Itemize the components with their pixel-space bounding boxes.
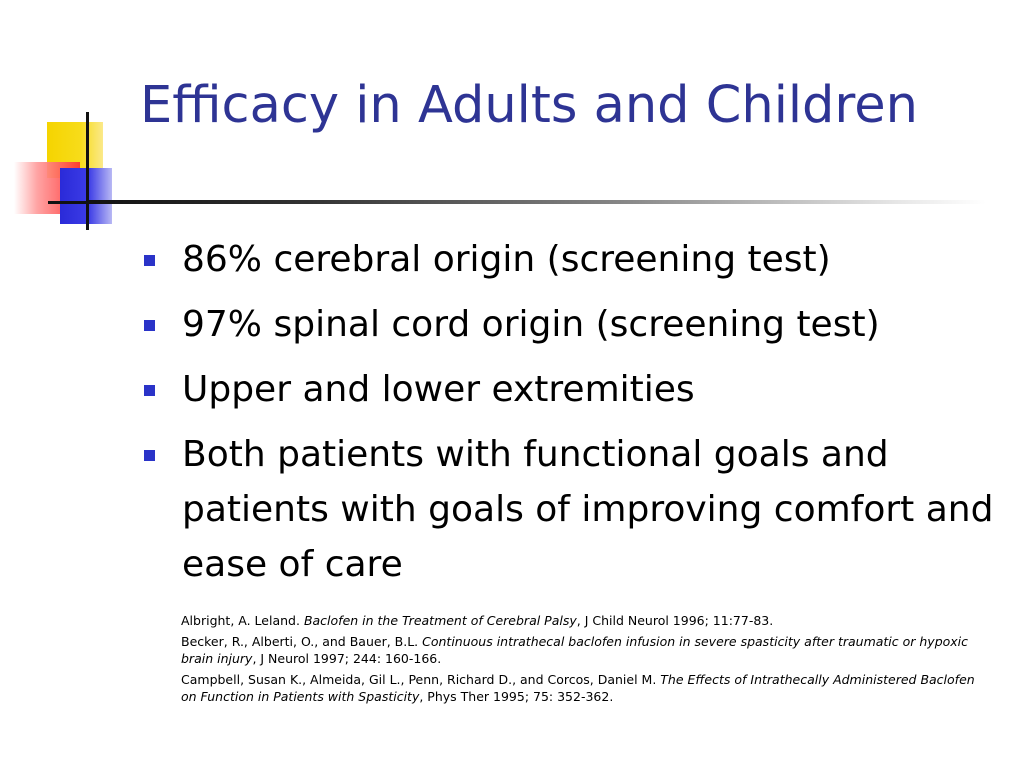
bullet-text: 86% cerebral origin (screening test)	[182, 239, 831, 280]
bullet-list: 86% cerebral origin (screening test) 97%…	[144, 232, 1004, 602]
logo-vertical-line	[86, 112, 89, 230]
reference-authors: Albright, A. Leland.	[181, 613, 304, 628]
reference-title: Baclofen in the Treatment of Cerebral Pa…	[303, 613, 577, 628]
bullet-text: Upper and lower extremities	[182, 369, 695, 410]
reference-item: Campbell, Susan K., Almeida, Gil L., Pen…	[181, 671, 991, 705]
slide-title: Efficacy in Adults and Children	[140, 76, 918, 135]
square-bullet-icon	[144, 255, 155, 266]
decorative-squares-logo	[0, 100, 160, 230]
bullet-text: 97% spinal cord origin (screening test)	[182, 304, 880, 345]
bullet-item: Upper and lower extremities	[144, 362, 1004, 417]
reference-source: , J Neurol 1997; 244: 160-166.	[252, 651, 442, 666]
reference-item: Becker, R., Alberti, O., and Bauer, B.L.…	[181, 633, 991, 667]
bullet-item: 97% spinal cord origin (screening test)	[144, 297, 1004, 352]
title-underline	[86, 200, 986, 204]
bullet-text: Both patients with functional goals and …	[182, 434, 994, 585]
reference-source: , Phys Ther 1995; 75: 352-362.	[419, 689, 614, 704]
square-bullet-icon	[144, 385, 155, 396]
reference-authors: Campbell, Susan K., Almeida, Gil L., Pen…	[181, 672, 661, 687]
square-bullet-icon	[144, 320, 155, 331]
bullet-item: Both patients with functional goals and …	[144, 427, 1004, 592]
logo-horizontal-line	[48, 201, 88, 204]
square-bullet-icon	[144, 450, 155, 461]
reference-authors: Becker, R., Alberti, O., and Bauer, B.L.	[181, 634, 423, 649]
references: Albright, A. Leland. Baclofen in the Tre…	[181, 612, 991, 709]
reference-item: Albright, A. Leland. Baclofen in the Tre…	[181, 612, 991, 629]
bullet-item: 86% cerebral origin (screening test)	[144, 232, 1004, 287]
reference-title: The Effects of Intrathecally Administere…	[181, 672, 975, 704]
reference-title: Continuous intrathecal baclofen infusion…	[181, 634, 969, 666]
reference-source: , J Child Neurol 1996; 11:77-83.	[576, 613, 774, 628]
